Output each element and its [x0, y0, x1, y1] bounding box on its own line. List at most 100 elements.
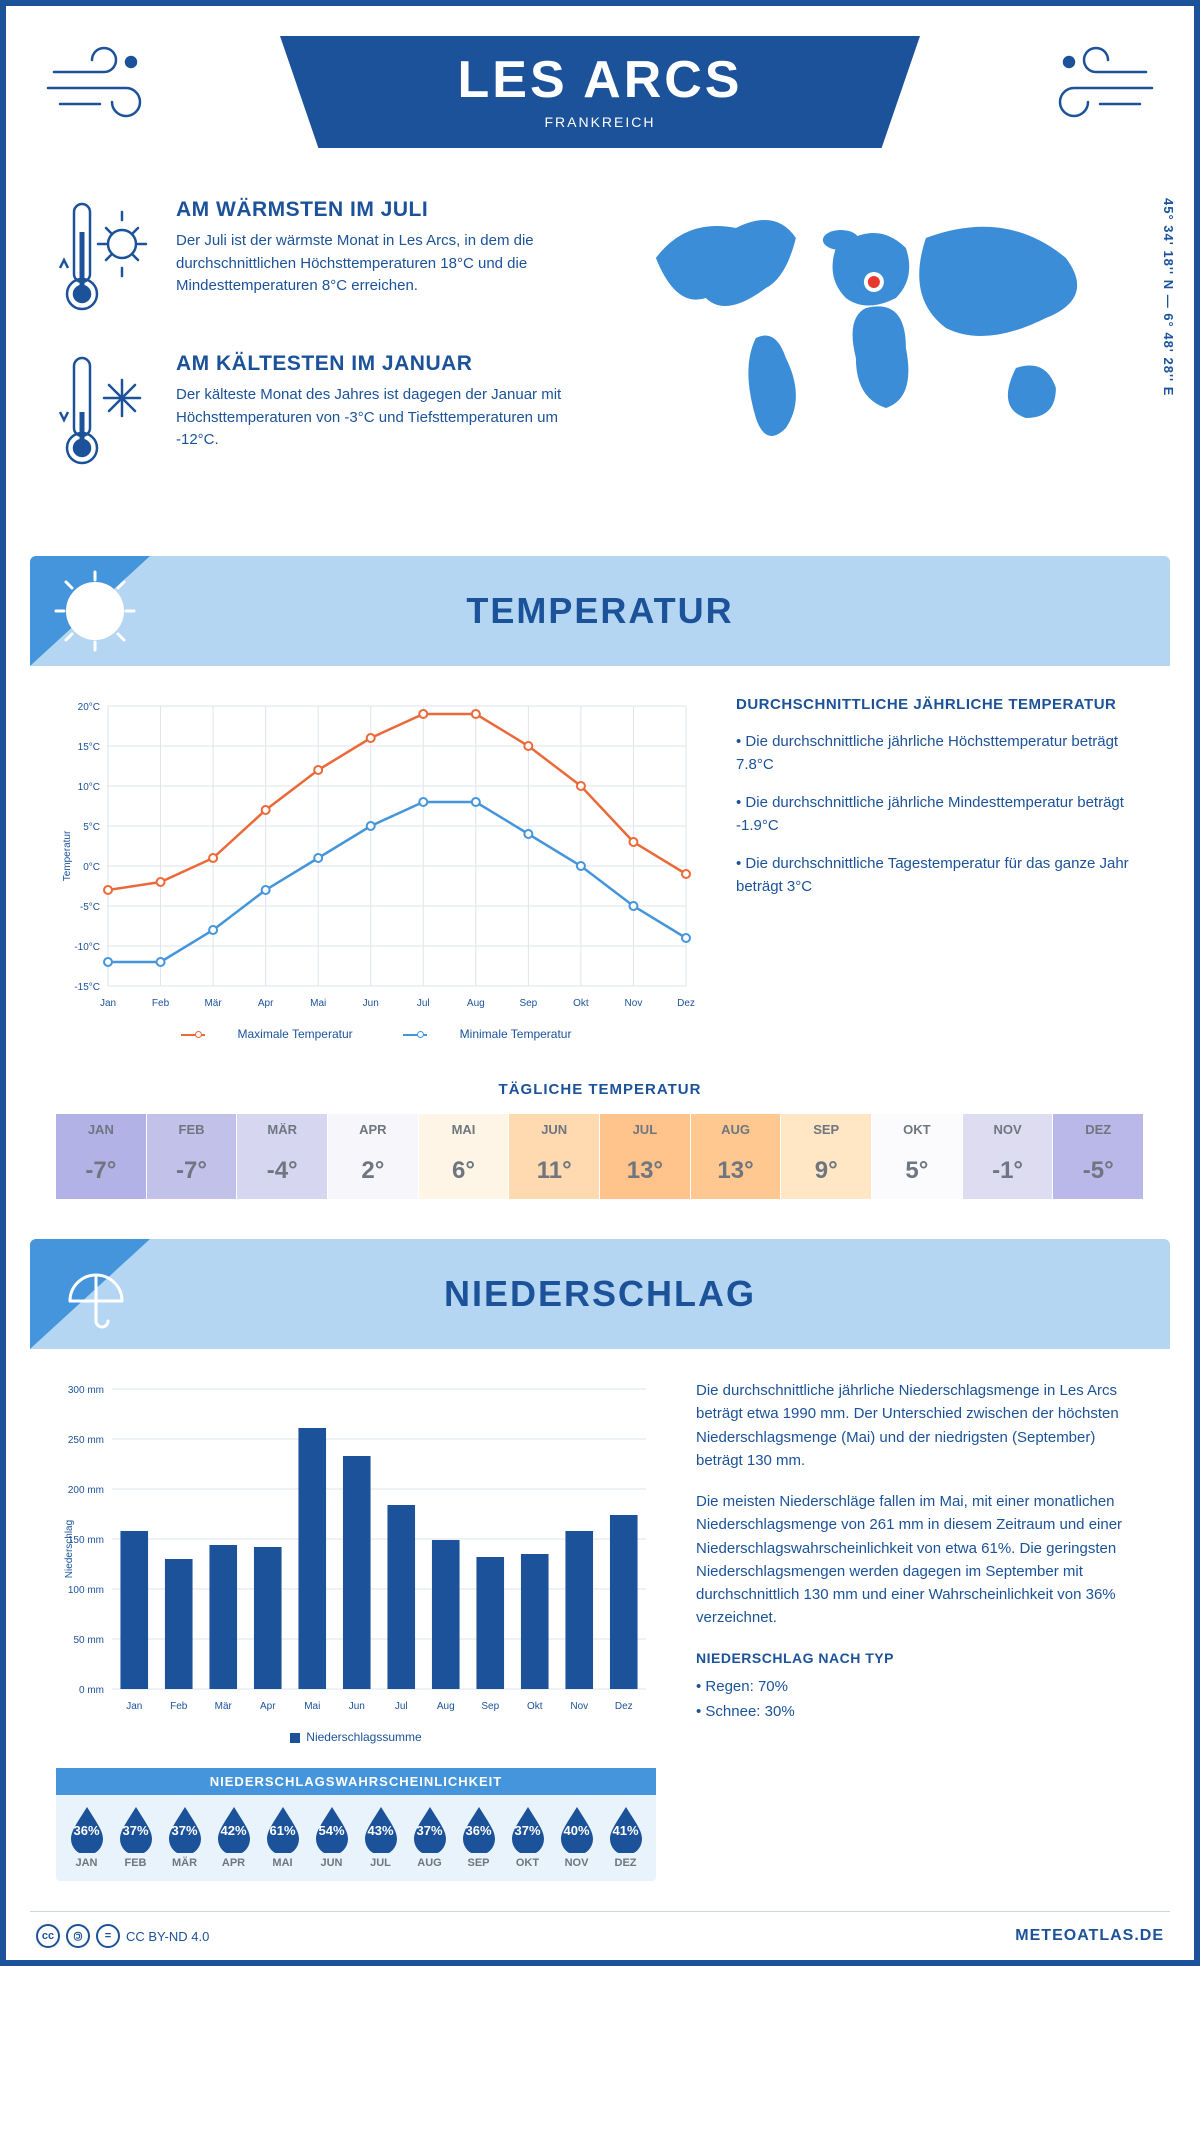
- precipitation-bar-chart: 0 mm50 mm100 mm150 mm200 mm250 mm300 mmJ…: [56, 1379, 656, 1744]
- probability-cell: 43%JUL: [356, 1805, 405, 1869]
- svg-text:Sep: Sep: [481, 1701, 499, 1712]
- svg-text:250 mm: 250 mm: [68, 1435, 104, 1446]
- temp-cell: OKT5°: [872, 1114, 963, 1199]
- warmest-title: AM WÄRMSTEN IM JULI: [176, 198, 578, 222]
- svg-text:Mär: Mär: [204, 998, 222, 1009]
- thermometer-hot-icon: [56, 198, 156, 318]
- temp-cell: APR2°: [328, 1114, 419, 1199]
- temp-cell: JAN-7°: [56, 1114, 147, 1199]
- temperature-line-chart: -15°C -10°C -5°C 0°C 5°C 10°C 15°C 20°C Jan Feb Mä…: [56, 696, 696, 1041]
- temp-cell: NOV-1°: [963, 1114, 1054, 1199]
- svg-text:Dez: Dez: [615, 1701, 633, 1712]
- legend-min: Minimale Temperatur: [403, 1027, 572, 1041]
- svg-text:Nov: Nov: [625, 998, 643, 1009]
- temp-cell: MAI6°: [419, 1114, 510, 1199]
- svg-text:Jul: Jul: [417, 998, 430, 1009]
- probability-cell: 37%MÄR: [160, 1805, 209, 1869]
- svg-text:Jan: Jan: [126, 1701, 142, 1712]
- svg-text:-15°C: -15°C: [74, 982, 100, 993]
- svg-text:Mär: Mär: [215, 1701, 233, 1712]
- daily-temp-table: JAN-7°FEB-7°MÄR-4°APR2°MAI6°JUN11°JUL13°…: [56, 1114, 1144, 1199]
- probability-cell: 37%FEB: [111, 1805, 160, 1869]
- svg-text:15°C: 15°C: [78, 742, 100, 753]
- thermometer-cold-icon: [56, 352, 156, 472]
- probability-cell: 41%DEZ: [601, 1805, 650, 1869]
- probability-cell: 37%AUG: [405, 1805, 454, 1869]
- legend-max: Maximale Temperatur: [181, 1027, 353, 1041]
- probability-cell: 40%NOV: [552, 1805, 601, 1869]
- bar-legend: Niederschlagssumme: [56, 1730, 656, 1744]
- svg-text:Jan: Jan: [100, 998, 116, 1009]
- svg-text:Feb: Feb: [152, 998, 170, 1009]
- svg-text:300 mm: 300 mm: [68, 1385, 104, 1396]
- svg-text:-10°C: -10°C: [74, 942, 100, 953]
- svg-text:Aug: Aug: [467, 998, 485, 1009]
- svg-text:Temperatur: Temperatur: [62, 830, 73, 881]
- coldest-title: AM KÄLTESTEN IM JANUAR: [176, 352, 578, 376]
- coldest-text: Der kälteste Monat des Jahres ist dagege…: [176, 384, 578, 452]
- svg-text:Jun: Jun: [349, 1701, 365, 1712]
- temp-cell: DEZ-5°: [1053, 1114, 1144, 1199]
- precipitation-probability-box: NIEDERSCHLAGSWAHRSCHEINLICHKEIT 36%JAN37…: [56, 1768, 656, 1881]
- svg-text:Mai: Mai: [310, 998, 326, 1009]
- world-map: 45° 34' 18'' N — 6° 48' 28'' E: [608, 198, 1144, 506]
- temp-cell: FEB-7°: [147, 1114, 238, 1199]
- probability-cell: 61%MAI: [258, 1805, 307, 1869]
- svg-text:5°C: 5°C: [83, 822, 100, 833]
- svg-text:0 mm: 0 mm: [79, 1685, 104, 1696]
- warmest-block: AM WÄRMSTEN IM JULI Der Juli ist der wär…: [56, 198, 578, 318]
- svg-text:Mai: Mai: [304, 1701, 320, 1712]
- wind-icon: [46, 42, 156, 137]
- svg-text:Jun: Jun: [363, 998, 379, 1009]
- svg-text:20°C: 20°C: [78, 702, 100, 713]
- probability-cell: 36%SEP: [454, 1805, 503, 1869]
- svg-text:Okt: Okt: [527, 1701, 543, 1712]
- svg-text:10°C: 10°C: [78, 782, 100, 793]
- svg-text:0°C: 0°C: [83, 862, 100, 873]
- svg-text:Feb: Feb: [170, 1701, 188, 1712]
- sun-icon: [52, 568, 138, 659]
- precipitation-section-header: NIEDERSCHLAG: [30, 1239, 1170, 1349]
- daily-temp-title: TÄGLICHE TEMPERATUR: [6, 1081, 1194, 1098]
- svg-text:50 mm: 50 mm: [73, 1635, 104, 1646]
- svg-text:Okt: Okt: [573, 998, 589, 1009]
- svg-text:Apr: Apr: [260, 1701, 276, 1712]
- country-subtitle: FRANKREICH: [280, 114, 920, 130]
- svg-text:200 mm: 200 mm: [68, 1485, 104, 1496]
- license: cc🄯= CC BY-ND 4.0: [36, 1924, 209, 1948]
- probability-cell: 54%JUN: [307, 1805, 356, 1869]
- brand: METEOATLAS.DE: [1015, 1927, 1164, 1945]
- probability-cell: 37%OKT: [503, 1805, 552, 1869]
- warmest-text: Der Juli ist der wärmste Monat in Les Ar…: [176, 230, 578, 298]
- probability-cell: 42%APR: [209, 1805, 258, 1869]
- header: LES ARCS FRANKREICH: [6, 6, 1194, 188]
- intro-section: AM WÄRMSTEN IM JULI Der Juli ist der wär…: [6, 188, 1194, 536]
- precipitation-title: NIEDERSCHLAG: [444, 1273, 756, 1315]
- svg-text:Jul: Jul: [395, 1701, 408, 1712]
- temp-cell: SEP9°: [781, 1114, 872, 1199]
- temperature-title: TEMPERATUR: [466, 590, 733, 632]
- location-title: LES ARCS: [280, 50, 920, 110]
- temp-cell: JUL13°: [600, 1114, 691, 1199]
- temperature-info: DURCHSCHNITTLICHE JÄHRLICHE TEMPERATUR •…: [736, 696, 1144, 1041]
- title-banner: LES ARCS FRANKREICH: [280, 36, 920, 148]
- svg-text:Aug: Aug: [437, 1701, 455, 1712]
- svg-text:Nov: Nov: [570, 1701, 588, 1712]
- svg-text:Sep: Sep: [519, 998, 537, 1009]
- temp-cell: JUN11°: [509, 1114, 600, 1199]
- temperature-section-header: TEMPERATUR: [30, 556, 1170, 666]
- svg-text:Niederschlag: Niederschlag: [64, 1520, 75, 1578]
- probability-cell: 36%JAN: [62, 1805, 111, 1869]
- svg-text:Dez: Dez: [677, 998, 695, 1009]
- umbrella-icon: [52, 1251, 138, 1342]
- wind-icon: [1044, 42, 1154, 137]
- temp-cell: AUG13°: [691, 1114, 782, 1199]
- footer: cc🄯= CC BY-ND 4.0 METEOATLAS.DE: [30, 1911, 1170, 1960]
- temp-cell: MÄR-4°: [237, 1114, 328, 1199]
- svg-text:100 mm: 100 mm: [68, 1585, 104, 1596]
- coordinates: 45° 34' 18'' N — 6° 48' 28'' E: [1161, 198, 1176, 396]
- svg-text:Apr: Apr: [258, 998, 274, 1009]
- precipitation-text: Die durchschnittliche jährliche Niedersc…: [696, 1379, 1144, 1881]
- svg-text:-5°C: -5°C: [80, 902, 100, 913]
- coldest-block: AM KÄLTESTEN IM JANUAR Der kälteste Mona…: [56, 352, 578, 472]
